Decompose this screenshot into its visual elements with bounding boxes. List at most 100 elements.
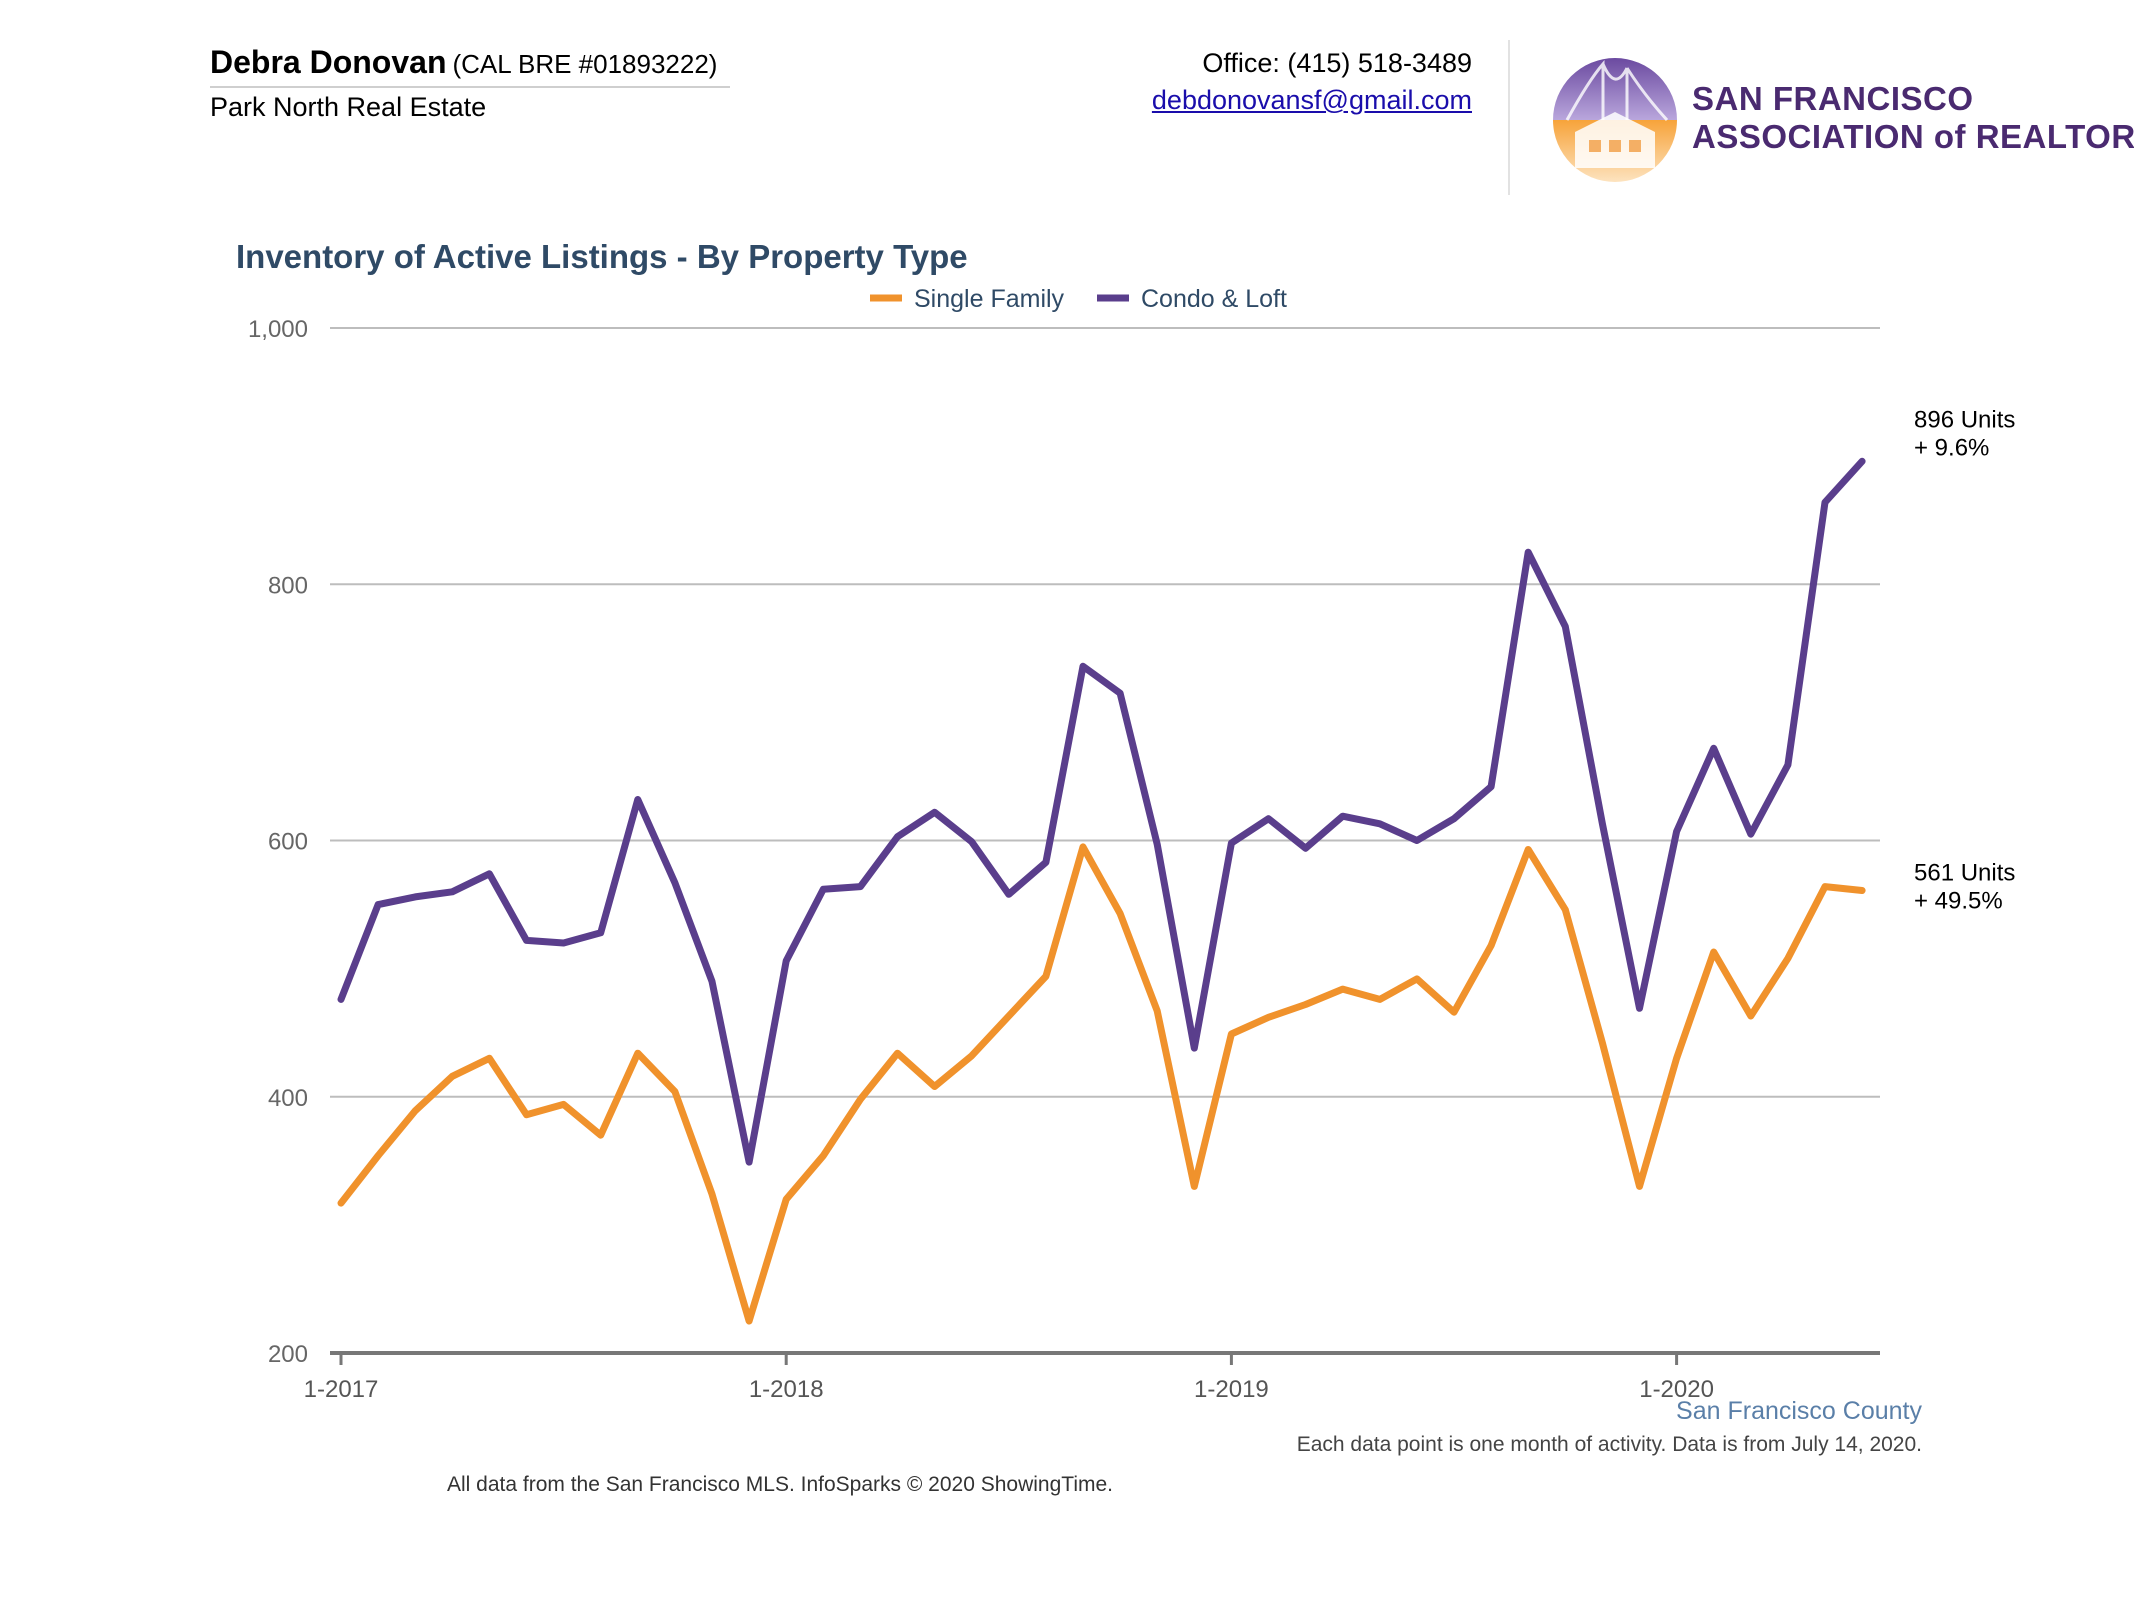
data-point xyxy=(1860,888,1865,893)
data-point xyxy=(339,997,343,1002)
y-tick-label: 200 xyxy=(268,1341,308,1368)
data-point xyxy=(1563,907,1568,912)
data-point xyxy=(932,810,937,815)
data-point xyxy=(1081,844,1085,849)
data-point xyxy=(1860,459,1865,464)
data-point xyxy=(1006,892,1011,897)
header-divider xyxy=(1508,40,1510,195)
data-point xyxy=(1711,746,1716,751)
data-point xyxy=(1303,1002,1308,1007)
data-point xyxy=(635,797,640,802)
data-point xyxy=(1377,997,1382,1002)
agent-name-text: Debra Donovan xyxy=(210,44,447,80)
end-label: + 49.5% xyxy=(1914,887,2003,914)
x-tick-label: 1-2018 xyxy=(749,1376,824,1403)
agent-divider xyxy=(210,86,730,88)
data-point xyxy=(376,1153,381,1158)
data-point xyxy=(1526,847,1531,852)
chart-title: Inventory of Active Listings - By Proper… xyxy=(236,238,968,275)
data-point xyxy=(413,1108,418,1113)
data-point xyxy=(747,1318,752,1323)
data-point xyxy=(1118,691,1123,696)
data-point xyxy=(598,1133,603,1138)
data-point xyxy=(1266,816,1271,821)
data-point xyxy=(1823,500,1827,505)
y-tick-label: 600 xyxy=(268,829,308,856)
end-label: 561 Units xyxy=(1914,859,2015,886)
data-point xyxy=(1748,832,1753,837)
data-point xyxy=(376,902,381,907)
data-point xyxy=(1340,814,1345,819)
data-point xyxy=(1043,860,1048,865)
data-point xyxy=(1377,821,1382,826)
y-tick-label: 1,000 xyxy=(248,316,308,343)
legend: Single Family Condo & Loft xyxy=(870,285,1287,313)
data-point xyxy=(413,894,418,899)
y-tick-label: 800 xyxy=(268,572,308,599)
x-tick-label: 1-2017 xyxy=(304,1376,379,1403)
logo-text-line-1: SAN FRANCISCO xyxy=(1692,80,1974,117)
y-tick-label: 400 xyxy=(268,1085,308,1112)
data-point xyxy=(450,889,455,894)
data-point xyxy=(858,884,863,889)
data-point xyxy=(821,887,826,892)
data-point xyxy=(1711,949,1716,954)
data-point xyxy=(672,1089,677,1094)
sfar-logo-icon xyxy=(1553,58,1677,182)
data-point xyxy=(1823,884,1827,889)
data-point xyxy=(1526,550,1531,555)
data-point xyxy=(524,1112,529,1117)
data-point xyxy=(1637,1006,1642,1011)
data-point xyxy=(1414,976,1419,981)
data-point xyxy=(1155,1008,1160,1013)
logo-text-line-2: ASSOCIATION of REALTORS® xyxy=(1692,118,2134,155)
data-point xyxy=(1489,943,1494,948)
data-point xyxy=(1155,842,1160,847)
data-point xyxy=(1674,829,1679,834)
data-point xyxy=(598,930,603,935)
agent-company: Park North Real Estate xyxy=(210,92,487,122)
data-point xyxy=(1452,1010,1456,1015)
data-point xyxy=(710,979,714,984)
data-point xyxy=(1229,841,1234,846)
data-point xyxy=(524,938,529,943)
data-point xyxy=(1785,956,1790,961)
data-note: Each data point is one month of activity… xyxy=(1296,1433,1922,1456)
email-link[interactable]: debdonovansf@gmail.com xyxy=(1151,85,1472,115)
end-labels: 561 Units+ 49.5% 896 Units+ 9.6% xyxy=(1914,406,2015,914)
data-point xyxy=(339,1201,343,1206)
data-point xyxy=(895,1051,900,1056)
data-point xyxy=(1006,1014,1011,1019)
data-point xyxy=(1192,1046,1197,1051)
series-line-single-family xyxy=(337,843,1866,1325)
source-note: All data from the San Francisco MLS. Inf… xyxy=(0,1473,2134,1497)
county-label: San Francisco County xyxy=(1676,1397,1922,1425)
data-point xyxy=(1414,838,1419,843)
data-point xyxy=(1637,1184,1642,1189)
data-point xyxy=(1340,987,1345,992)
data-point xyxy=(858,1097,863,1102)
legend-label: Condo & Loft xyxy=(1141,285,1287,313)
data-point xyxy=(969,839,974,844)
data-point xyxy=(1452,816,1456,821)
data-point xyxy=(672,880,677,885)
data-point xyxy=(1674,1056,1679,1061)
source-note-text: All data from the San Francisco MLS. Inf… xyxy=(446,1473,1113,1496)
data-point xyxy=(635,1051,640,1056)
end-label: + 9.6% xyxy=(1914,434,1989,461)
x-tick-label: 1-2020 xyxy=(1639,1376,1714,1403)
x-tick-label: 1-2019 xyxy=(1194,1376,1269,1403)
data-point xyxy=(1785,762,1790,767)
legend-label: Single Family xyxy=(914,285,1065,313)
agent-name: Debra Donovan (CAL BRE #01893222) xyxy=(210,44,717,81)
data-point xyxy=(1118,911,1123,916)
data-point xyxy=(710,1192,714,1197)
data-point xyxy=(487,871,492,876)
data-point xyxy=(487,1056,492,1061)
data-point xyxy=(1748,1014,1753,1019)
data-point xyxy=(932,1084,937,1089)
data-point xyxy=(561,1102,566,1107)
end-label: 896 Units xyxy=(1914,406,2015,433)
data-point xyxy=(1229,1031,1234,1036)
